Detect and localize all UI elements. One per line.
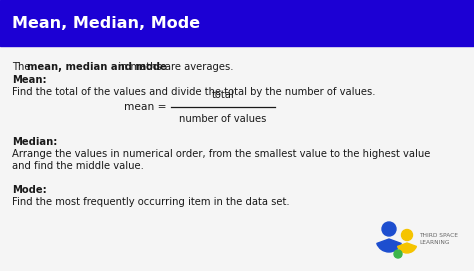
- Text: mean =: mean =: [124, 102, 167, 112]
- Circle shape: [394, 250, 402, 258]
- Text: Median:: Median:: [12, 137, 57, 147]
- Text: total: total: [211, 90, 234, 100]
- Text: The: The: [12, 62, 34, 72]
- Circle shape: [401, 230, 412, 240]
- Circle shape: [382, 222, 396, 236]
- Text: number of values: number of values: [179, 114, 266, 124]
- Wedge shape: [377, 239, 401, 252]
- Text: Mean, Median, Mode: Mean, Median, Mode: [12, 15, 200, 31]
- Text: Arrange the values in numerical order, from the smallest value to the highest va: Arrange the values in numerical order, f…: [12, 149, 430, 159]
- Bar: [0, 0, 474, 46]
- Wedge shape: [398, 243, 416, 253]
- Text: in maths are averages.: in maths are averages.: [115, 62, 233, 72]
- Text: Find the most frequently occurring item in the data set.: Find the most frequently occurring item …: [12, 197, 290, 207]
- Text: Find the total of the values and divide the total by the number of values.: Find the total of the values and divide …: [12, 87, 375, 97]
- Text: and find the middle value.: and find the middle value.: [12, 161, 144, 171]
- Text: Mean:: Mean:: [12, 75, 46, 85]
- Text: mean, median and mode: mean, median and mode: [27, 62, 167, 72]
- Text: Mode:: Mode:: [12, 185, 47, 195]
- Text: THIRD SPACE
LEARNING: THIRD SPACE LEARNING: [419, 233, 458, 245]
